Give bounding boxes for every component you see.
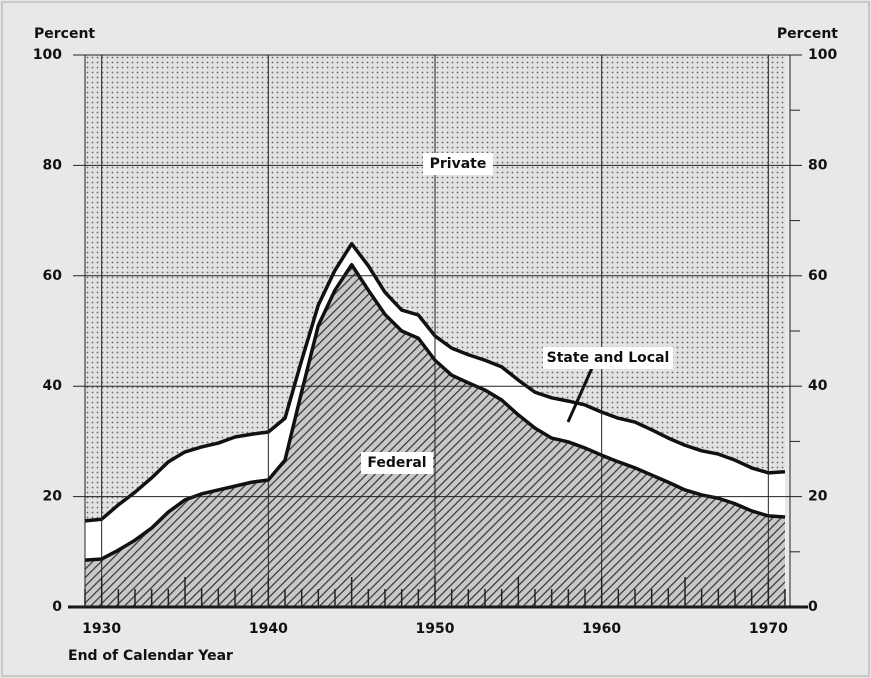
- annotation-arrow: [566, 367, 594, 423]
- y-tick-label: 40: [43, 378, 63, 394]
- y-tick-label: 0: [52, 599, 62, 615]
- y2-tick-label: 20: [808, 489, 828, 505]
- x-tick-label: 1940: [249, 621, 288, 637]
- label-box: [423, 153, 493, 175]
- series-label: Federal: [367, 455, 426, 471]
- y-tick-label: 60: [43, 268, 63, 284]
- y-tick-label: 20: [43, 489, 63, 505]
- x-tick-label: 1930: [82, 621, 121, 637]
- y-tick-label: 80: [43, 157, 63, 173]
- y2-tick-label: 40: [808, 378, 828, 394]
- x-tick-label: 1970: [749, 621, 788, 637]
- y2-tick-label: 80: [808, 157, 828, 173]
- y-tick-label: 100: [33, 47, 62, 63]
- label-box: [543, 347, 673, 369]
- x-axis-label: End of Calendar Year: [68, 648, 233, 664]
- y2-tick-label: 60: [808, 268, 828, 284]
- x-tick-label: 1960: [582, 621, 621, 637]
- y-axis-label: Percent: [34, 26, 95, 42]
- series-label: State and Local: [547, 350, 670, 366]
- label-box: [361, 452, 433, 474]
- series-label: Private: [430, 156, 487, 172]
- y2-tick-label: 100: [808, 47, 837, 63]
- y2-axis-label: Percent: [777, 26, 838, 42]
- y2-tick-label: 0: [808, 599, 818, 615]
- x-tick-label: 1950: [416, 621, 455, 637]
